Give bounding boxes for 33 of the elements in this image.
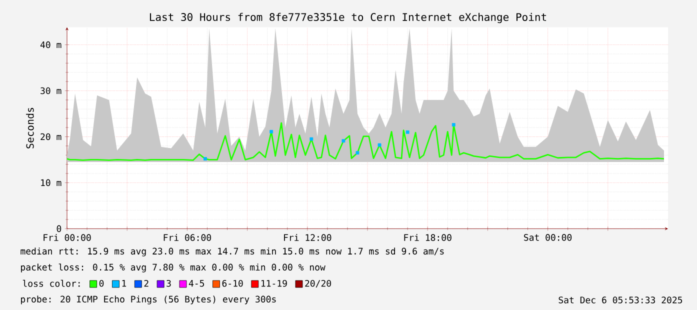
point: [204, 157, 207, 160]
point: [356, 151, 360, 155]
legend-label: 6-10: [222, 280, 243, 287]
legend-label: 2: [144, 280, 148, 287]
x-tick-label: Sat 00:00: [524, 234, 572, 241]
x-tick-label: Fri 18:00: [404, 234, 452, 241]
x-tick-label: Fri 06:00: [164, 234, 211, 241]
legend-label: 4-5: [188, 280, 204, 287]
text: packet loss: 0.15 % avg 7.80 % max 0.00 % min 0.00 % now: [21, 264, 326, 272]
x-tick-label: Fri 00:00: [44, 234, 91, 241]
legend-label: 3: [166, 280, 171, 287]
legend-title: loss color:: [22, 280, 80, 287]
y-tick-label: 30 m: [40, 87, 62, 94]
text: probe: 20 ICMP Echo Pings (56 Bytes) every 300s: [21, 296, 276, 304]
y-tick-label: 10 m: [41, 179, 62, 186]
legend-label: 1: [122, 280, 126, 287]
text: median rtt: 15.9 ms avg 23.0 ms max 14.7 ms min 15.0 ms now 1.7 ms sd 9.6 am/s: [20, 248, 444, 256]
point: [406, 130, 410, 134]
legend-label: 0: [99, 280, 104, 287]
point: [310, 137, 314, 141]
point: [270, 130, 274, 134]
point: [378, 143, 382, 147]
point: [342, 139, 346, 143]
legend-label: 11-19: [261, 280, 287, 287]
y-tick-label: 20 m: [40, 133, 62, 140]
y-tick-label: 40 m: [40, 41, 62, 48]
text: Sat Dec 6 05:53:33 2025: [558, 296, 682, 304]
point: [452, 123, 456, 126]
y-axis-title: Seconds: [26, 108, 34, 148]
legend-label: 20/20: [305, 280, 331, 288]
x-tick-label: Fri 12:00: [284, 234, 332, 241]
y-tick-label: 0: [56, 225, 62, 232]
chart-title: Last 30 Hours from 8fe777e3351e to Cern Internet eXchange Point: [150, 12, 546, 24]
